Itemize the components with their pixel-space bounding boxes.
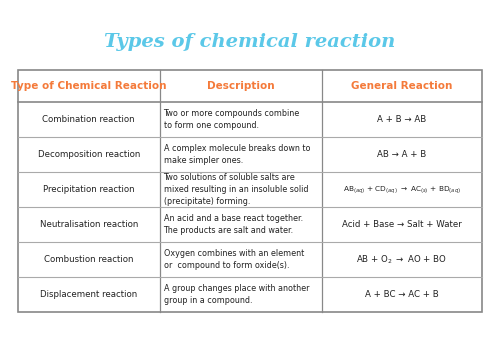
Bar bbox=[18, 70, 482, 312]
Text: Decomposition reaction: Decomposition reaction bbox=[38, 150, 140, 159]
Text: Combination reaction: Combination reaction bbox=[42, 115, 135, 124]
Text: Displacement reaction: Displacement reaction bbox=[40, 290, 138, 299]
Text: A group changes place with another
group in a compound.: A group changes place with another group… bbox=[164, 284, 309, 305]
Text: Oxygen combines with an element
or  compound to form oxide(s).: Oxygen combines with an element or compo… bbox=[164, 249, 304, 270]
Text: A + BC → AC + B: A + BC → AC + B bbox=[365, 290, 439, 299]
Text: Precipitation reaction: Precipitation reaction bbox=[43, 185, 134, 194]
Text: A + B → AB: A + B → AB bbox=[378, 115, 426, 124]
Text: Two solutions of soluble salts are
mixed resulting in an insoluble solid
(precip: Two solutions of soluble salts are mixed… bbox=[164, 173, 308, 206]
Text: AB$_{(aq)}$ + CD$_{(aq)}$ $\rightarrow$ AC$_{(s)}$ + BD$_{(aq)}$: AB$_{(aq)}$ + CD$_{(aq)}$ $\rightarrow$ … bbox=[343, 184, 461, 195]
Text: An acid and a base react together.
The products are salt and water.: An acid and a base react together. The p… bbox=[164, 214, 302, 235]
Text: A complex molecule breaks down to
make simpler ones.: A complex molecule breaks down to make s… bbox=[164, 144, 310, 165]
Text: AB → A + B: AB → A + B bbox=[378, 150, 426, 159]
Text: Acid + Base → Salt + Water: Acid + Base → Salt + Water bbox=[342, 220, 462, 229]
Text: Two or more compounds combine
to form one compound.: Two or more compounds combine to form on… bbox=[164, 109, 300, 130]
Text: Combustion reaction: Combustion reaction bbox=[44, 255, 134, 264]
Text: Type of Chemical Reaction: Type of Chemical Reaction bbox=[11, 81, 166, 91]
Text: AB + O$_2$ $\rightarrow$ AO + BO: AB + O$_2$ $\rightarrow$ AO + BO bbox=[356, 253, 448, 266]
Text: Types of chemical reaction: Types of chemical reaction bbox=[104, 33, 396, 51]
Text: Description: Description bbox=[207, 81, 274, 91]
Text: Neutralisation reaction: Neutralisation reaction bbox=[40, 220, 138, 229]
Text: General Reaction: General Reaction bbox=[352, 81, 452, 91]
